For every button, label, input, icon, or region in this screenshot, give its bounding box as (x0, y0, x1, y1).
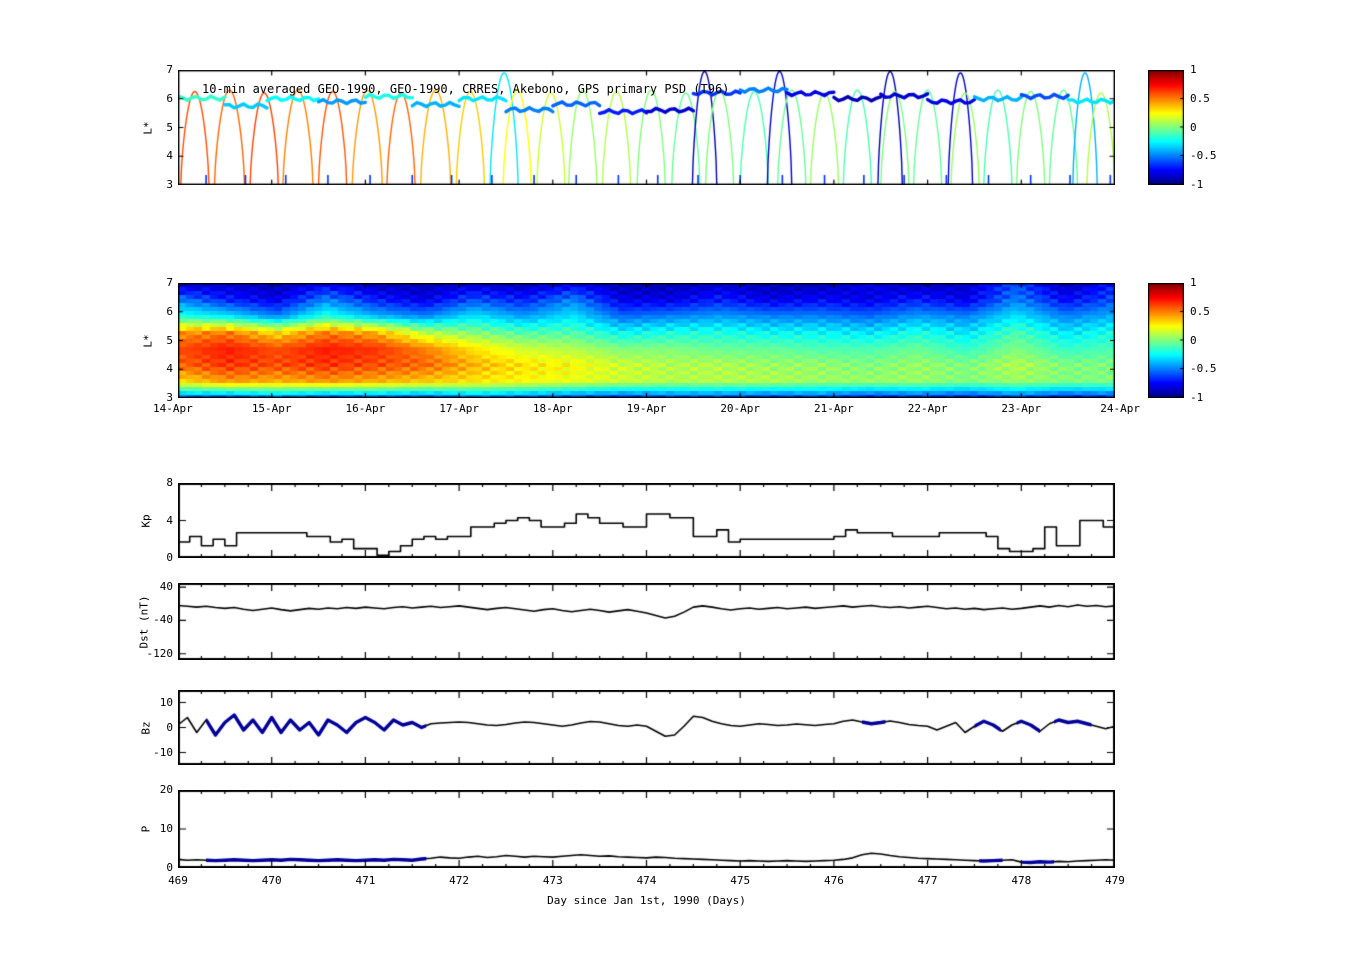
tick-label: 16-Apr (345, 402, 386, 415)
tick-label: 10 (159, 695, 173, 709)
tick-label: 0.5 (1190, 304, 1210, 318)
tick-label: 6 (166, 91, 173, 105)
tick-label: 4 (166, 513, 173, 527)
tick-label: 470 (261, 874, 282, 887)
tick-label: 3 (166, 391, 173, 404)
tick-label: 0.5 (1190, 91, 1210, 105)
tick-label: 7 (166, 63, 173, 76)
tick-label: 477 (917, 874, 938, 887)
tick-label: 17-Apr (439, 402, 479, 415)
kp-canvas (178, 483, 1115, 558)
colorbar-mid-canvas (1148, 283, 1184, 398)
tick-label: 472 (449, 874, 470, 887)
tick-label: -120 (146, 646, 174, 660)
tick-label: 0 (166, 861, 173, 874)
bz-panel (178, 690, 1115, 765)
tick-label: 19-Apr (626, 402, 667, 415)
tick-label: 18-Apr (532, 402, 573, 415)
tick-label: 10 (159, 822, 173, 835)
tick-label: -10 (153, 745, 173, 759)
tick-label: -1 (1190, 178, 1204, 191)
tick-label: 20-Apr (720, 402, 761, 415)
tick-label: 473 (542, 874, 563, 887)
tick-label: 15-Apr (251, 402, 292, 415)
tick-label: 0 (166, 551, 173, 564)
tick-label: 0 (1190, 120, 1197, 134)
psd-scatter-panel (178, 70, 1115, 185)
tick-label: -0.5 (1190, 362, 1217, 376)
tick-label: -0.5 (1190, 149, 1217, 163)
tick-label: 4 (166, 362, 173, 376)
dst-panel (178, 583, 1115, 660)
tick-label: 478 (1011, 874, 1032, 887)
tick-label: -1 (1190, 391, 1204, 404)
tick-label: 3 (166, 178, 173, 191)
bz-canvas (178, 690, 1115, 765)
tick-label: 1 (1190, 276, 1197, 289)
tick-label: 1 (1190, 63, 1197, 76)
psd-map-canvas (178, 283, 1115, 398)
dst-canvas (178, 583, 1115, 660)
psd-scatter-canvas (178, 70, 1115, 185)
psd-map-panel (178, 283, 1115, 398)
kp-panel (178, 483, 1115, 558)
tick-label: 20 (159, 783, 173, 796)
tick-label: 24-Apr (1100, 402, 1140, 415)
colorbar-top (1148, 70, 1184, 185)
tick-label: 469 (168, 874, 188, 887)
tick-label: 23-Apr (1001, 402, 1042, 415)
tick-label: 21-Apr (814, 402, 854, 415)
tick-label: 7 (166, 276, 173, 289)
tick-label: 4 (166, 149, 173, 163)
colorbar-top-canvas (1148, 70, 1184, 185)
tick-label: 474 (636, 874, 657, 887)
tick-label: 475 (730, 874, 751, 887)
tick-label: 6 (166, 304, 173, 318)
tick-label: 479 (1105, 874, 1125, 887)
tick-label: 8 (166, 476, 173, 489)
tick-label: 0 (166, 720, 173, 734)
colorbar-mid (1148, 283, 1184, 398)
tick-label: -40 (153, 613, 173, 627)
x-axis-label: Day since Jan 1st, 1990 (Days) (547, 894, 746, 907)
tick-label: 22-Apr (907, 402, 948, 415)
tick-label: 471 (355, 874, 376, 887)
figure-title: 10-min averaged GEO-1990, GEO-1990, CRRE… (202, 82, 730, 96)
tick-label: 14-Apr (153, 402, 193, 415)
tick-label: 5 (166, 333, 173, 347)
p-canvas (178, 790, 1115, 868)
p-panel (178, 790, 1115, 868)
tick-label: 0 (1190, 333, 1197, 347)
tick-label: 5 (166, 120, 173, 134)
tick-label: 476 (823, 874, 844, 887)
tick-label: 40 (159, 580, 173, 594)
